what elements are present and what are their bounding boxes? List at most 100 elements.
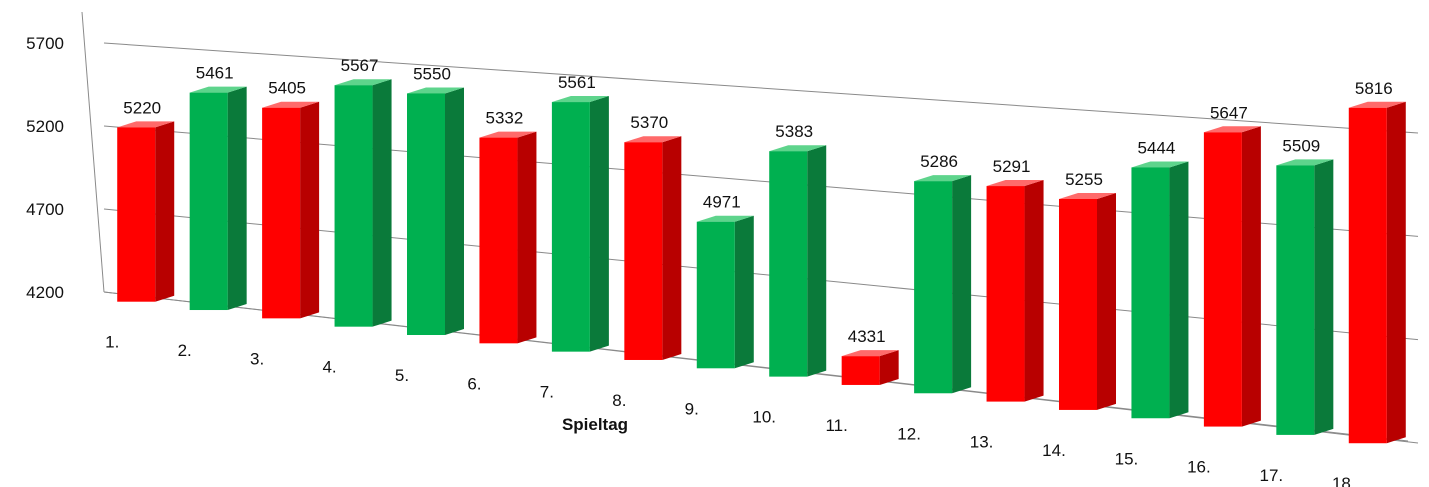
bar-front: [1059, 198, 1097, 410]
data-label: 4331: [848, 327, 886, 346]
bar-side: [1169, 161, 1189, 419]
bar: 5509: [1276, 136, 1334, 435]
y-tick-label: 5200: [26, 117, 64, 136]
bar-front: [1203, 132, 1242, 427]
gridline: [103, 42, 1419, 134]
data-label: 5816: [1355, 79, 1393, 98]
bar-side: [589, 96, 609, 352]
bar-top: [696, 215, 754, 222]
left-wall-edge: [81, 11, 105, 293]
bar-top: [334, 79, 392, 86]
y-axis-ticks: 4200 4700 5200 5700: [26, 34, 64, 302]
bar-front: [479, 137, 518, 344]
bar-side: [517, 131, 537, 344]
bar-side: [1024, 180, 1044, 402]
bar-side: [952, 175, 972, 394]
bar: 5405: [262, 79, 320, 319]
data-label: 5220: [123, 98, 161, 117]
bar-front: [624, 142, 663, 360]
bar-front: [696, 221, 735, 369]
bar-top: [986, 180, 1044, 187]
bar: 5291: [986, 157, 1044, 402]
bar-side: [879, 350, 899, 385]
bar-front: [914, 181, 953, 394]
data-label: 5370: [630, 113, 668, 132]
x-tick-label: 1.: [105, 333, 119, 352]
bar-front: [1131, 167, 1170, 419]
y-tick-label: 4200: [26, 283, 64, 302]
bar-top: [624, 136, 682, 143]
bar: 5255: [1059, 170, 1116, 410]
bar-side: [445, 87, 464, 336]
bar-side: [1097, 192, 1116, 410]
bar: 5816: [1348, 79, 1406, 444]
bar-top: [1348, 101, 1406, 108]
data-label: 5286: [920, 152, 958, 171]
bar: 5461: [189, 64, 247, 311]
bar-side: [155, 121, 175, 302]
bar-side: [662, 136, 682, 360]
x-tick-label: 17.: [1260, 466, 1284, 485]
x-tick-label: 18.: [1332, 474, 1356, 487]
floor-front-edge: [103, 291, 1409, 442]
x-tick-label: 3.: [250, 349, 264, 368]
bar: 5647: [1203, 103, 1261, 427]
bar-top: [1059, 192, 1116, 199]
x-tick-label: 5.: [395, 366, 409, 385]
bar-top: [1203, 126, 1261, 133]
bar-front: [1276, 165, 1315, 435]
data-label: 5383: [775, 122, 813, 141]
data-label: 5461: [196, 64, 234, 83]
data-label: 5255: [1065, 170, 1103, 189]
bar-front: [334, 85, 373, 327]
bar-side: [1386, 101, 1406, 444]
bar-top: [914, 175, 972, 182]
bar-top: [479, 131, 537, 138]
data-label: 5647: [1210, 103, 1248, 122]
bar: 5444: [1131, 138, 1189, 419]
bar: 5332: [479, 109, 537, 344]
bar-front: [262, 107, 301, 319]
bar-front: [551, 102, 590, 352]
data-label: 5561: [558, 73, 596, 92]
bar-front: [769, 151, 808, 377]
bar-front: [1348, 107, 1387, 444]
bar: 5567: [334, 56, 392, 327]
data-label: 5444: [1138, 138, 1176, 157]
data-label: 5509: [1282, 136, 1320, 155]
bar-side: [372, 79, 392, 327]
bar-top: [189, 86, 247, 93]
gridline: [103, 208, 1419, 341]
bar-top: [1276, 159, 1334, 166]
x-tick-label: 14.: [1042, 441, 1066, 460]
x-tick-label: 6.: [467, 374, 481, 393]
bar-top: [769, 145, 827, 152]
y-tick-label: 4700: [26, 200, 64, 219]
x-tick-label: 12.: [897, 424, 921, 443]
x-tick-label: 9.: [685, 399, 699, 418]
x-tick-label: 7.: [540, 383, 554, 402]
bar-side: [227, 86, 247, 311]
x-tick-label: 8.: [612, 391, 626, 410]
x-tick-label: 10.: [752, 408, 776, 427]
grid-layer: [81, 11, 1419, 444]
bar: 5220: [117, 98, 175, 302]
gridline: [103, 125, 1419, 237]
data-label: 5332: [486, 109, 524, 128]
bar-top: [262, 101, 320, 108]
bar-front: [986, 186, 1025, 402]
bar: 5370: [624, 113, 682, 360]
bar-top: [551, 96, 609, 103]
bar-series: 5220 5461 5405 5567 5550 5332 5561 5370 4971 5383…: [117, 56, 1406, 444]
bar-front: [407, 93, 445, 336]
x-tick-label: 11.: [825, 416, 847, 435]
bar: 4971: [696, 193, 754, 369]
y-tick-label: 5700: [26, 34, 64, 53]
bar-top: [1131, 161, 1189, 168]
x-tick-label: 16.: [1187, 458, 1211, 477]
bar-side: [1314, 159, 1334, 435]
data-label: 5405: [268, 79, 306, 98]
bar-top: [841, 350, 899, 357]
x-tick-label: 13.: [970, 433, 994, 452]
